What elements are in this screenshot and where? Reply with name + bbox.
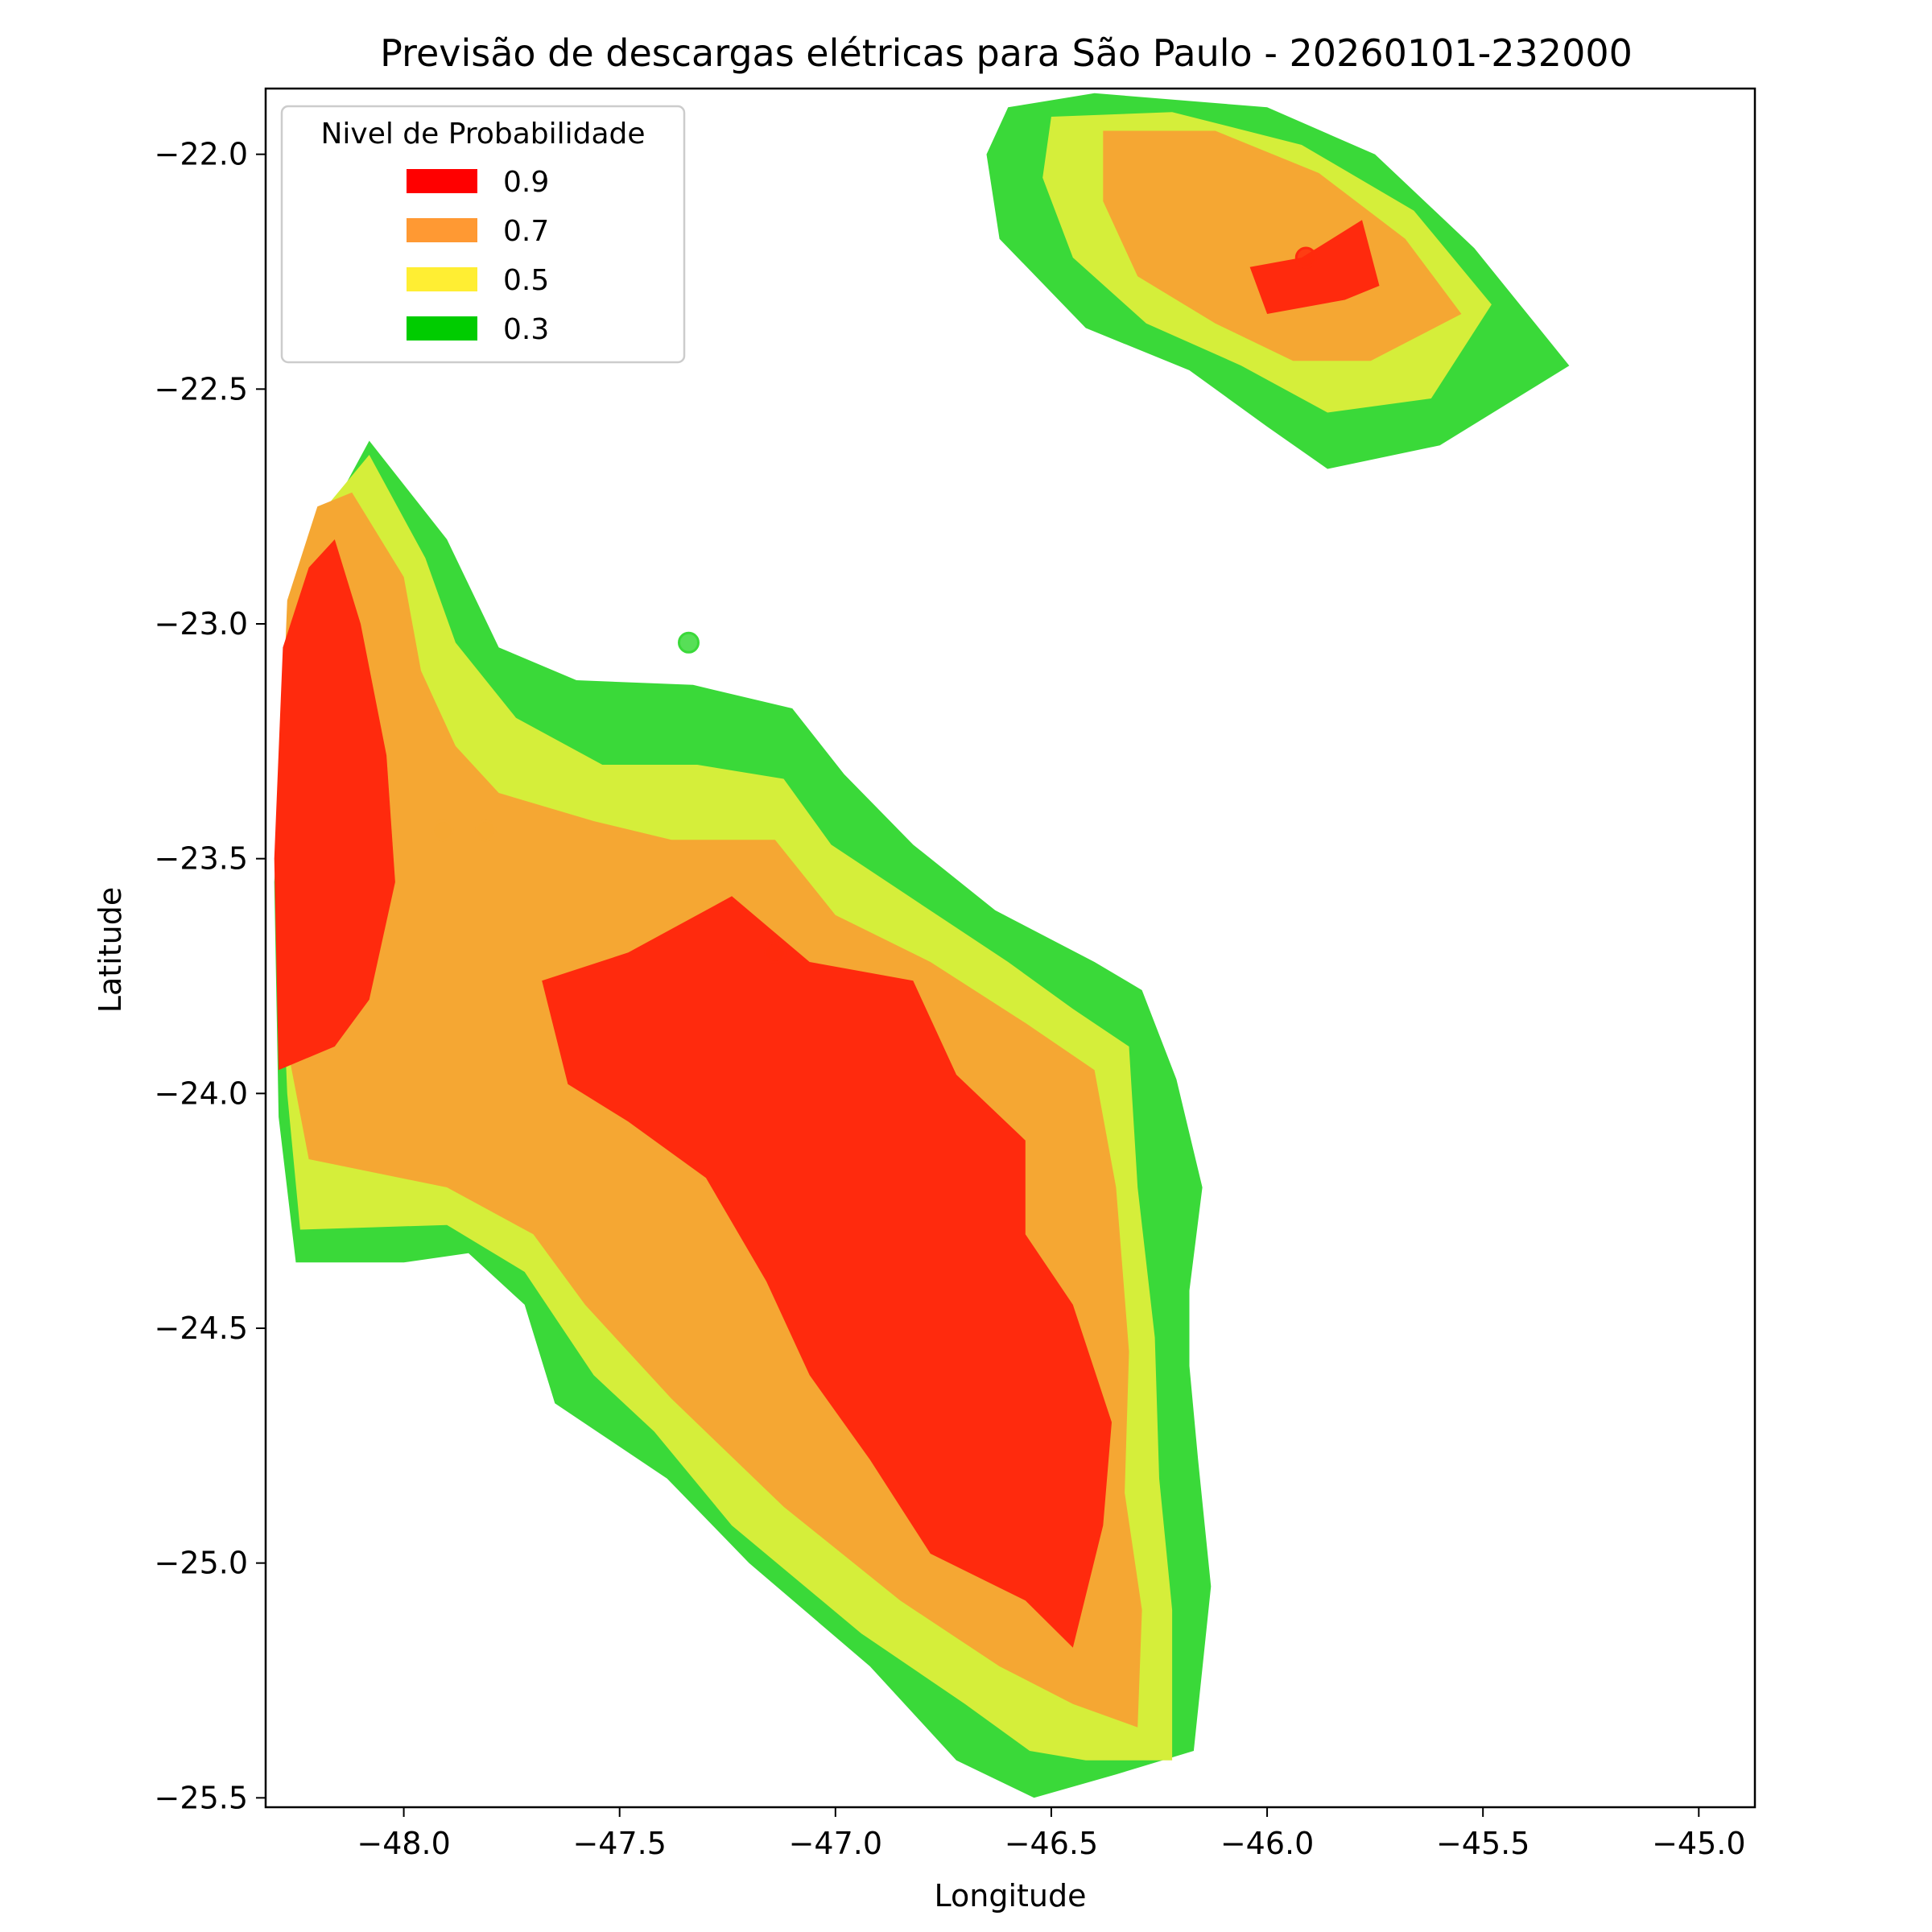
marker-layer (431, 246, 1317, 964)
legend-label: 0.9 (503, 166, 549, 199)
legend-swatch (407, 267, 477, 291)
contour-layer (274, 93, 1570, 1798)
x-tick-label: −48.0 (357, 1826, 450, 1861)
y-tick-label: −22.5 (155, 371, 248, 407)
y-axis: −22.0 −22.5 −23.0 −23.5 −24.0 −24.5 −25.0 −25.5 (155, 137, 266, 1815)
contour-level-09 (274, 539, 395, 1071)
contour-level-07 (1103, 130, 1462, 361)
contour-level-09 (1249, 220, 1380, 314)
chart-title: Previsão de descargas elétricas para São… (380, 31, 1633, 75)
point-marker (431, 819, 454, 842)
y-tick-label: −23.5 (155, 841, 248, 877)
y-tick-label: −25.0 (155, 1546, 248, 1581)
contour-level-09 (542, 896, 1112, 1648)
y-tick-label: −22.0 (155, 137, 248, 172)
northern-cluster (986, 93, 1570, 469)
x-tick-label: −47.0 (789, 1826, 882, 1861)
x-axis: −48.0 −47.5 −47.0 −46.5 −46.0 −45.5 −45.0 (357, 1807, 1746, 1861)
point-marker (1294, 246, 1317, 269)
legend: Nivel de Probabilidade 0.9 0.7 0.5 0.3 (280, 105, 686, 364)
y-tick-label: −24.5 (155, 1311, 248, 1346)
y-tick-label: −25.5 (155, 1780, 248, 1815)
legend-swatch (407, 316, 477, 341)
legend-title: Nivel de Probabilidade (320, 118, 645, 151)
y-tick-label: −24.0 (155, 1075, 248, 1111)
legend-swatch (407, 169, 477, 193)
y-tick-label: −23.0 (155, 606, 248, 642)
plot-frame (264, 87, 1757, 1809)
x-tick-label: −45.0 (1652, 1826, 1745, 1861)
x-tick-label: −46.5 (1005, 1826, 1098, 1861)
legend-box (280, 105, 686, 364)
x-axis-label: Longitude (935, 1878, 1087, 1913)
southern-cluster (274, 440, 1212, 1798)
point-marker (678, 631, 700, 654)
x-tick-label: −46.0 (1220, 1826, 1314, 1861)
y-axis-label: Latitude (93, 887, 128, 1013)
legend-label: 0.3 (503, 313, 549, 346)
point-marker (764, 941, 786, 964)
x-tick-label: −47.5 (572, 1826, 666, 1861)
legend-label: 0.5 (503, 264, 549, 297)
legend-label: 0.7 (503, 215, 549, 248)
point-marker (475, 819, 497, 842)
legend-swatch (407, 218, 477, 242)
x-tick-label: −45.5 (1436, 1826, 1530, 1861)
